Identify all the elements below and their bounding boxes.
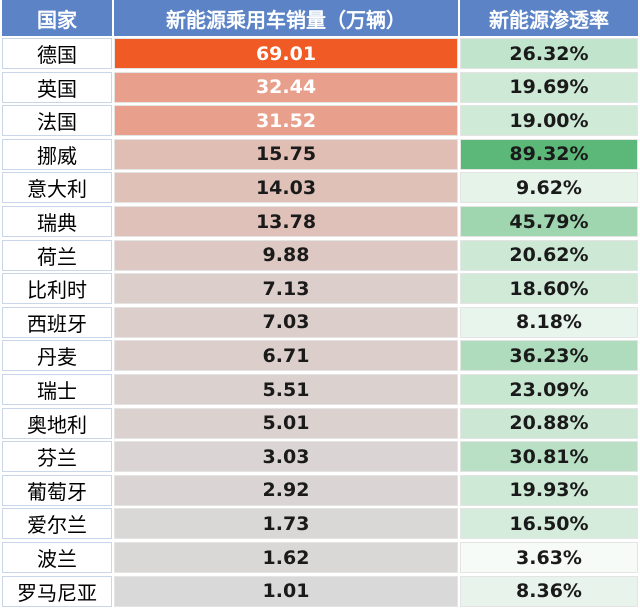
sales-cell: 9.88 (114, 239, 458, 271)
table-row: 瑞典 13.78 45.79% (0, 205, 640, 238)
sales-cell: 6.71 (114, 340, 458, 372)
share-cell: 19.93% (460, 474, 638, 506)
country-cell: 葡萄牙 (2, 474, 112, 506)
share-cell: 18.60% (460, 273, 638, 305)
sales-cell: 2.92 (114, 474, 458, 506)
share-cell: 3.63% (460, 542, 638, 573)
sales-cell: 15.75 (114, 138, 458, 170)
table-row: 芬兰 3.03 30.81% (0, 440, 640, 473)
country-cell: 瑞典 (2, 206, 112, 237)
country-cell: 法国 (2, 105, 112, 137)
sales-cell: 5.51 (114, 374, 458, 405)
sales-cell: 14.03 (114, 172, 458, 204)
table-row: 法国 31.52 19.00% (0, 104, 640, 137)
share-cell: 20.62% (460, 239, 638, 271)
table-row: 挪威 15.75 89.32% (0, 138, 640, 171)
header-country: 国家 (2, 0, 112, 36)
share-cell: 16.50% (460, 508, 638, 540)
table-row: 葡萄牙 2.92 19.93% (0, 474, 640, 507)
sales-cell: 7.13 (114, 273, 458, 305)
table-row: 意大利 14.03 9.62% (0, 171, 640, 204)
share-cell: 19.00% (460, 105, 638, 137)
table-row: 荷兰 9.88 20.62% (0, 239, 640, 272)
sales-cell: 69.01 (114, 38, 458, 69)
table-row: 瑞士 5.51 23.09% (0, 373, 640, 406)
table-header: 国家 新能源乘用车销量（万辆） 新能源渗透率 (0, 0, 640, 36)
country-cell: 波兰 (2, 542, 112, 573)
country-cell: 奥地利 (2, 407, 112, 439)
share-cell: 36.23% (460, 340, 638, 372)
country-cell: 挪威 (2, 138, 112, 170)
share-cell: 19.69% (460, 71, 638, 103)
sales-cell: 32.44 (114, 71, 458, 103)
country-cell: 爱尔兰 (2, 508, 112, 540)
country-cell: 德国 (2, 38, 112, 69)
share-cell: 23.09% (460, 374, 638, 405)
country-cell: 丹麦 (2, 340, 112, 372)
sales-cell: 5.01 (114, 407, 458, 439)
country-cell: 比利时 (2, 273, 112, 305)
share-cell: 9.62% (460, 172, 638, 204)
header-share: 新能源渗透率 (460, 0, 638, 36)
table-row: 丹麦 6.71 36.23% (0, 339, 640, 372)
country-cell: 瑞士 (2, 374, 112, 405)
share-cell: 8.36% (460, 575, 638, 607)
table-row: 英国 32.44 19.69% (0, 71, 640, 104)
table-row: 奥地利 5.01 20.88% (0, 407, 640, 440)
table-row: 德国 69.01 26.32% (0, 37, 640, 70)
table-row: 罗马尼亚 1.01 8.36% (0, 575, 640, 608)
sales-cell: 1.73 (114, 508, 458, 540)
sales-cell: 7.03 (114, 306, 458, 338)
share-cell: 20.88% (460, 407, 638, 439)
sales-cell: 31.52 (114, 105, 458, 137)
country-cell: 罗马尼亚 (2, 575, 112, 607)
sales-cell: 1.01 (114, 575, 458, 607)
country-cell: 英国 (2, 71, 112, 103)
header-sales: 新能源乘用车销量（万辆） (114, 0, 458, 36)
country-cell: 荷兰 (2, 239, 112, 271)
table-row: 比利时 7.13 18.60% (0, 272, 640, 305)
share-cell: 26.32% (460, 38, 638, 69)
country-cell: 意大利 (2, 172, 112, 204)
table-row: 爱尔兰 1.73 16.50% (0, 507, 640, 540)
share-cell: 8.18% (460, 306, 638, 338)
table-row: 西班牙 7.03 8.18% (0, 306, 640, 339)
country-cell: 西班牙 (2, 306, 112, 338)
share-cell: 30.81% (460, 441, 638, 473)
table-row: 波兰 1.62 3.63% (0, 541, 640, 574)
country-cell: 芬兰 (2, 441, 112, 473)
sales-cell: 3.03 (114, 441, 458, 473)
share-cell: 45.79% (460, 206, 638, 237)
sales-cell: 1.62 (114, 542, 458, 573)
share-cell: 89.32% (460, 138, 638, 170)
sales-cell: 13.78 (114, 206, 458, 237)
